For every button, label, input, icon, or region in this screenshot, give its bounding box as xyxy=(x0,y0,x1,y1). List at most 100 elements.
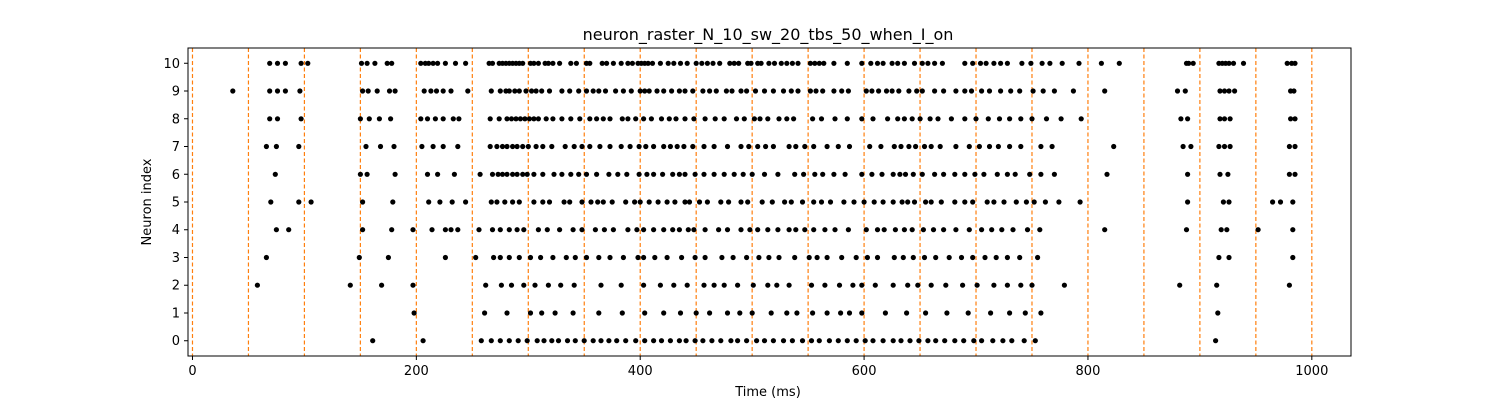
spike-point xyxy=(895,60,901,66)
spike-point xyxy=(590,338,596,344)
spike-point xyxy=(726,199,732,205)
spike-point xyxy=(448,88,454,94)
spike-point xyxy=(937,143,943,150)
spike-point xyxy=(962,116,968,122)
spike-point xyxy=(514,171,520,177)
spike-point xyxy=(901,227,908,233)
spike-point xyxy=(267,88,273,94)
spike-point xyxy=(450,116,456,122)
spike-point xyxy=(869,88,875,94)
spike-point xyxy=(449,199,455,205)
spike-point xyxy=(634,227,640,233)
spike-point xyxy=(905,282,911,288)
spike-point xyxy=(452,60,459,66)
y-tick-label: 1 xyxy=(172,306,180,321)
y-tick-label: 9 xyxy=(172,85,180,100)
spike-point xyxy=(730,254,736,261)
spike-point xyxy=(583,88,590,94)
spike-point xyxy=(717,60,723,66)
spike-point xyxy=(267,116,273,122)
spike-point xyxy=(540,171,546,177)
x-tick-label: 0 xyxy=(188,364,196,379)
spike-point xyxy=(702,116,708,122)
spike-point xyxy=(794,310,800,316)
spike-point xyxy=(497,254,503,261)
spike-point xyxy=(842,171,848,177)
spike-point xyxy=(1022,310,1028,316)
spike-point xyxy=(735,338,741,344)
x-axis-label: Time (ms) xyxy=(734,385,801,400)
spike-point xyxy=(534,338,540,344)
spike-point xyxy=(686,199,693,205)
spike-point xyxy=(786,227,792,233)
spike-point xyxy=(596,254,602,261)
spike-point xyxy=(900,254,906,261)
spike-point xyxy=(579,199,585,205)
spike-point xyxy=(665,60,671,66)
spike-point xyxy=(890,199,896,205)
spike-point xyxy=(508,116,515,122)
spike-point xyxy=(390,199,396,205)
spike-point xyxy=(692,171,698,177)
spike-point xyxy=(609,199,615,205)
spike-point xyxy=(919,171,925,177)
spike-point xyxy=(356,254,362,261)
spike-point xyxy=(1286,143,1292,150)
spike-point xyxy=(874,227,881,233)
spike-point xyxy=(677,310,684,316)
spike-point xyxy=(1038,143,1044,150)
spike-point xyxy=(759,199,765,205)
spike-point xyxy=(588,199,594,205)
spike-point xyxy=(682,199,688,205)
spike-point xyxy=(701,171,707,177)
spike-point xyxy=(979,338,985,344)
spike-point xyxy=(970,199,976,205)
spike-point xyxy=(637,88,643,94)
spike-point xyxy=(807,88,814,94)
spike-point xyxy=(642,310,648,316)
spike-point xyxy=(1216,143,1222,150)
spike-point xyxy=(810,310,816,316)
spike-point xyxy=(1078,116,1084,122)
spike-point xyxy=(906,88,912,94)
spike-point xyxy=(587,60,593,66)
spike-point xyxy=(1029,116,1035,122)
spike-point xyxy=(651,227,657,233)
spike-point xyxy=(738,143,744,150)
spike-point xyxy=(853,254,859,261)
spike-point xyxy=(738,88,744,94)
spike-point xyxy=(649,60,656,66)
spike-point xyxy=(664,199,670,205)
spike-point xyxy=(684,282,690,288)
spike-point xyxy=(710,60,716,66)
spike-point xyxy=(442,227,448,233)
spike-point xyxy=(921,254,928,261)
spike-point xyxy=(628,88,634,94)
spike-point xyxy=(859,310,865,316)
spike-point xyxy=(822,227,828,233)
spike-point xyxy=(712,116,718,122)
spike-point xyxy=(504,116,510,122)
spike-point xyxy=(430,60,436,66)
spike-point xyxy=(749,171,755,177)
spike-point xyxy=(456,116,462,122)
spike-point xyxy=(910,171,916,177)
spike-point xyxy=(864,254,871,261)
spike-point xyxy=(711,282,717,288)
spike-point xyxy=(702,227,708,233)
spike-point xyxy=(533,88,539,94)
spike-point xyxy=(637,199,643,205)
spike-point xyxy=(623,338,629,344)
spike-point xyxy=(1190,60,1196,66)
spike-point xyxy=(702,254,708,261)
y-tick-label: 7 xyxy=(172,140,180,155)
spike-point xyxy=(923,310,929,316)
spike-point xyxy=(744,254,750,261)
spike-point xyxy=(718,338,724,344)
spike-point xyxy=(741,116,747,122)
spike-point xyxy=(799,199,806,205)
spike-point xyxy=(1017,254,1023,261)
spike-point xyxy=(976,143,983,150)
spike-point xyxy=(529,88,535,94)
spike-point xyxy=(890,171,896,177)
